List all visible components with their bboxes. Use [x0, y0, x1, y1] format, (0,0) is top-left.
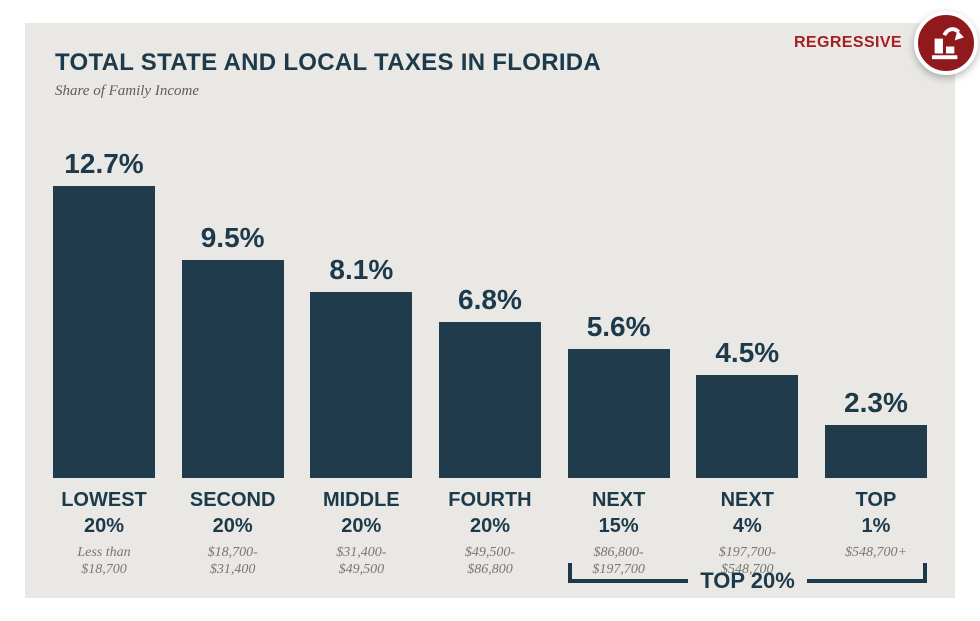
bar-area: 5.6% — [567, 118, 670, 478]
chart-header: TOTAL STATE AND LOCAL TAXES IN FLORIDA S… — [55, 49, 601, 100]
declining-bars-glyph — [932, 27, 964, 60]
category-name: TOP — [855, 489, 897, 511]
income-range-line1: $31,400- — [336, 545, 387, 560]
bracket-label: TOP 20% — [700, 568, 795, 593]
bar — [567, 349, 670, 478]
bar — [310, 291, 413, 478]
category-name: SECOND — [189, 489, 276, 511]
category-percent: 20% — [469, 515, 510, 537]
category-name: MIDDLE — [322, 489, 400, 511]
income-range-line2: $49,500 — [338, 562, 385, 577]
income-range-line1: $548,700+ — [844, 545, 907, 560]
bar-value-label: 12.7% — [64, 147, 144, 179]
category-percent: 15% — [598, 515, 639, 537]
category-name: NEXT — [720, 489, 774, 511]
bracket-right-line — [806, 563, 928, 583]
regressive-badge: REGRESSIVE — [794, 11, 978, 75]
bar — [696, 374, 799, 478]
income-range-line1: Less than — [77, 545, 131, 560]
page-title: TOTAL STATE AND LOCAL TAXES IN FLORIDA — [55, 49, 602, 76]
category-percent: 4% — [732, 515, 762, 537]
bar-column: 2.3% TOP 1% $548,700+ — [824, 118, 927, 578]
bar — [181, 259, 284, 478]
bracket-left-line — [568, 563, 689, 583]
bar — [438, 321, 541, 478]
category-name: NEXT — [591, 489, 646, 511]
bar-column: 5.6% NEXT 15% $86,800- $197,700 — [567, 118, 670, 578]
income-range-line1: $49,500- — [464, 545, 516, 560]
bar-column: 9.5% SECOND 20% $18,700- $31,400 — [181, 118, 284, 578]
bar-value-label: 8.1% — [329, 253, 394, 285]
bar-value-label: 4.5% — [715, 336, 780, 368]
category-percent: 20% — [212, 515, 253, 537]
bar-chart: 12.7% LOWEST 20% Less than $18,700 9.5% … — [53, 118, 927, 578]
income-range-line2: $86,800 — [467, 562, 513, 577]
infographic-card: TOTAL STATE AND LOCAL TAXES IN FLORIDA S… — [25, 11, 978, 598]
bar-area: 4.5% — [696, 118, 799, 478]
chart-subtitle: Share of Family Income — [55, 83, 199, 99]
category-percent: 1% — [861, 515, 891, 537]
income-range-line2: $31,400 — [209, 562, 256, 577]
bar-area: 8.1% — [310, 118, 413, 478]
income-range-line2: $18,700 — [81, 562, 127, 577]
income-range-line2: $197,700 — [592, 562, 645, 577]
bar-value-label: 2.3% — [844, 387, 908, 419]
bar-area: 9.5% — [181, 118, 284, 478]
bar-value-label: 6.8% — [458, 283, 522, 315]
category-name: FOURTH — [448, 489, 532, 511]
bar-column: 4.5% NEXT 4% $197,700- $548,700 — [696, 118, 799, 578]
bar-value-label: 9.5% — [200, 221, 265, 253]
category-percent: 20% — [341, 515, 382, 537]
bar-column: 8.1% MIDDLE 20% $31,400- $49,500 — [310, 118, 413, 578]
bar-value-label: 5.6% — [586, 311, 651, 343]
income-range-line2: $548,700 — [721, 562, 774, 577]
bar-area: 6.8% — [438, 118, 541, 478]
income-range-line1: $86,800- — [593, 545, 644, 560]
category-name: LOWEST — [61, 489, 147, 511]
income-range-line1: $18,700- — [207, 545, 258, 560]
income-range-line1: $197,700- — [718, 545, 776, 560]
top20-bracket: TOP 20% — [568, 563, 928, 593]
bar-area: 12.7% — [53, 118, 155, 478]
bar-area: 2.3% — [824, 118, 927, 478]
declining-bar-chart-icon — [914, 11, 978, 75]
regressive-label: REGRESSIVE — [793, 34, 902, 51]
bar-column: 12.7% LOWEST 20% Less than $18,700 — [53, 118, 155, 578]
bar — [824, 425, 927, 478]
category-percent: 20% — [83, 515, 125, 537]
bar-column: 6.8% FOURTH 20% $49,500- $86,800 — [438, 118, 541, 578]
bar — [53, 185, 155, 478]
